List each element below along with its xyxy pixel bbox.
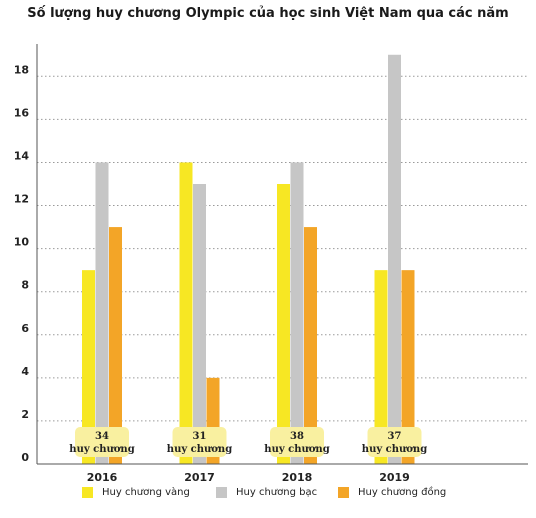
total-badge-2018 bbox=[270, 427, 324, 457]
y-tick-label: 4 bbox=[21, 365, 29, 378]
bar-gold-2016 bbox=[82, 270, 95, 464]
legend-swatch-silver bbox=[216, 487, 227, 498]
total-unit-2018: huy chương bbox=[264, 444, 329, 455]
total-number-2016: 34 bbox=[95, 431, 109, 442]
bar-gold-2017 bbox=[179, 162, 193, 464]
bar-silver-2018 bbox=[290, 162, 304, 464]
y-tick-label: 10 bbox=[14, 236, 30, 249]
chart-title: Số lượng huy chương Olympic của học sinh… bbox=[27, 6, 509, 21]
y-tick-label: 14 bbox=[14, 149, 30, 162]
bar-silver-2017 bbox=[193, 184, 206, 464]
y-tick-label: 6 bbox=[21, 322, 29, 335]
bar-bronze-2019 bbox=[401, 270, 415, 464]
legend-item-silver: Huy chương bạc bbox=[216, 487, 317, 498]
x-tick-label-2017: 2017 bbox=[184, 471, 215, 484]
y-tick-label: 8 bbox=[21, 279, 29, 292]
legend-swatch-gold bbox=[82, 487, 93, 498]
x-tick-label-2019: 2019 bbox=[379, 471, 410, 484]
bar-silver-2019 bbox=[388, 54, 401, 465]
total-unit-2016: huy chương bbox=[69, 444, 134, 455]
total-badge-2019 bbox=[367, 427, 422, 457]
total-unit-2019: huy chương bbox=[362, 444, 427, 455]
legend-swatch-bronze bbox=[338, 487, 349, 498]
total-number-2019: 37 bbox=[388, 431, 402, 442]
total-badge-2017 bbox=[172, 427, 227, 457]
legend-label-bronze: Huy chương đồng bbox=[358, 487, 447, 498]
x-tick-label-2016: 2016 bbox=[87, 471, 118, 484]
bar-silver-2016 bbox=[95, 162, 109, 464]
y-tick-label: 0 bbox=[21, 451, 29, 464]
bar-gold-2019 bbox=[374, 270, 388, 464]
legend-label-silver: Huy chương bạc bbox=[236, 487, 318, 498]
x-tick-label-2018: 2018 bbox=[282, 471, 313, 484]
bar-bronze-2016 bbox=[109, 227, 122, 464]
legend-item-gold: Huy chương vàng bbox=[82, 487, 190, 498]
y-tick-label: 2 bbox=[21, 408, 29, 421]
total-unit-2017: huy chương bbox=[167, 444, 232, 455]
y-tick-label: 12 bbox=[14, 193, 29, 206]
legend-item-bronze: Huy chương đồng bbox=[338, 487, 446, 498]
x-tick-labels: 2016 2017 2018 2019 bbox=[87, 471, 410, 484]
legend-label-gold: Huy chương vàng bbox=[102, 487, 190, 498]
y-tick-label: 18 bbox=[14, 63, 29, 76]
bar-bronze-2018 bbox=[304, 227, 317, 464]
total-badges: 34 huy chương 31 huy chương 38 huy chương 37 hu… bbox=[69, 427, 427, 457]
total-badge-2016 bbox=[75, 427, 129, 457]
y-tick-label: 16 bbox=[14, 106, 30, 119]
bars bbox=[82, 54, 415, 465]
legend: Huy chương vàng Huy chương bạc Huy chươn… bbox=[82, 487, 522, 505]
bar-gold-2018 bbox=[277, 184, 290, 464]
total-number-2018: 38 bbox=[290, 431, 304, 442]
total-number-2017: 31 bbox=[193, 431, 207, 442]
y-tick-labels: 0 2 4 6 8 10 12 14 16 18 bbox=[14, 63, 30, 464]
